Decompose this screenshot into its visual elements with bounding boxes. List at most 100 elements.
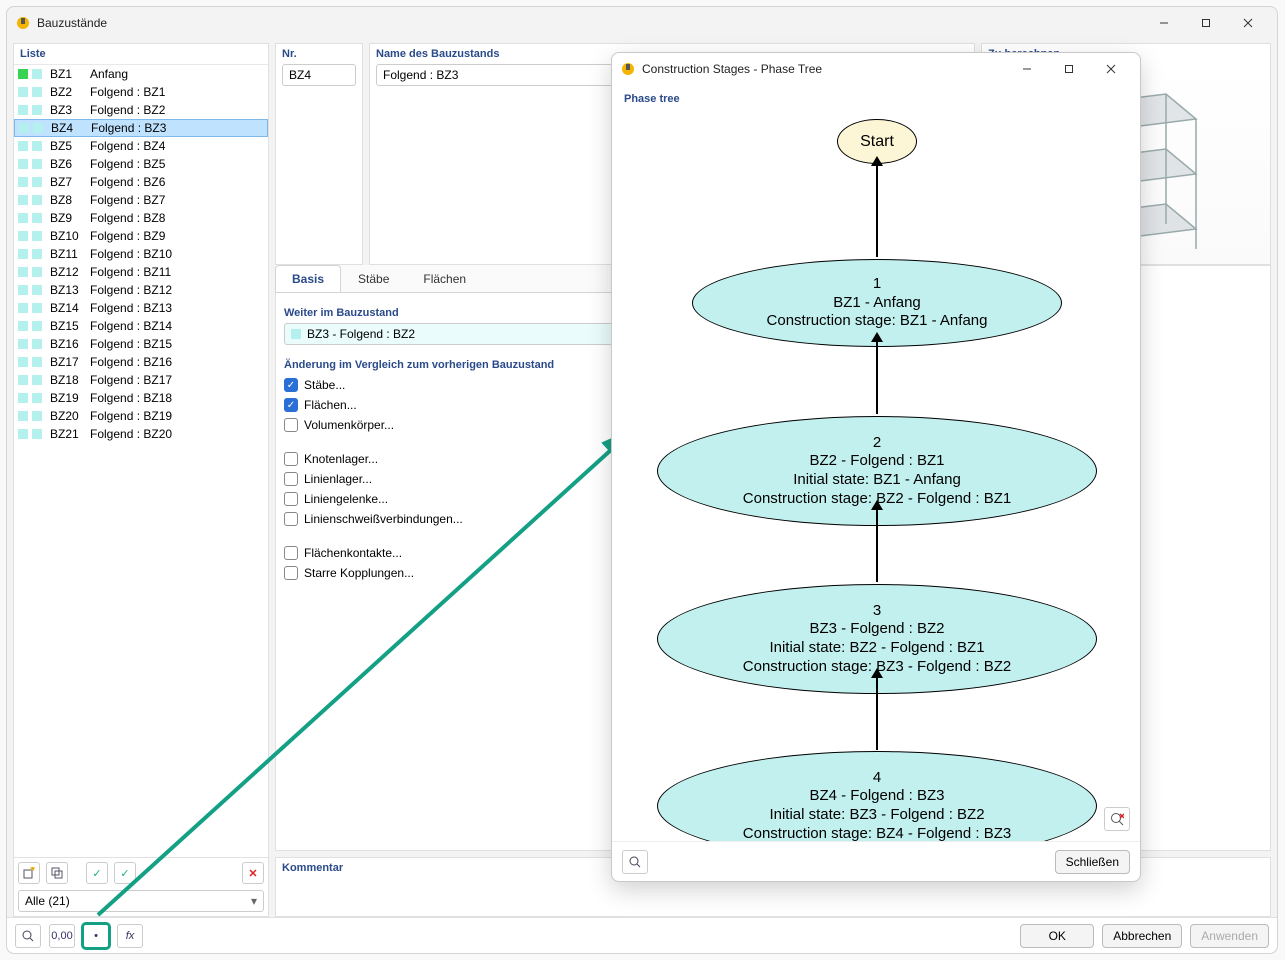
swatch-icon [18,213,28,223]
list-item[interactable]: BZ9Folgend : BZ8 [14,209,268,227]
fx-button[interactable]: fx [117,924,143,948]
list-item[interactable]: BZ5Folgend : BZ4 [14,137,268,155]
decimal-button[interactable]: 0,00 [49,924,75,948]
checkbox[interactable] [284,472,298,486]
checkbox-label: Flächenkontakte... [304,546,402,560]
checkbox[interactable]: ✓ [284,398,298,412]
list-item[interactable]: BZ1 Anfang [14,65,268,83]
zoom-reset-button[interactable] [1104,807,1130,831]
list-item-id: BZ10 [50,229,86,243]
list-item[interactable]: BZ18Folgend : BZ17 [14,371,268,389]
checkbox[interactable] [284,418,298,432]
swatch-icon [32,303,42,313]
list-item[interactable]: BZ21Folgend : BZ20 [14,425,268,443]
dialog-close-button[interactable] [1090,55,1132,83]
list-item-id: BZ4 [51,121,87,135]
close-button[interactable] [1227,9,1269,37]
swatch-icon [32,375,42,385]
maximize-button[interactable] [1185,9,1227,37]
magnifier-x-icon [1110,812,1124,826]
minimize-button[interactable] [1143,9,1185,37]
checkbox[interactable] [284,452,298,466]
copy-item-button[interactable] [46,862,68,884]
app-icon [620,61,636,77]
swatch-icon [18,267,28,277]
list-item[interactable]: BZ6Folgend : BZ5 [14,155,268,173]
checkbox[interactable]: ✓ [284,378,298,392]
dialog-maximize-button[interactable] [1048,55,1090,83]
list-item[interactable]: BZ3Folgend : BZ2 [14,101,268,119]
new-item-button[interactable]: ★ [18,862,40,884]
list-item[interactable]: BZ12Folgend : BZ11 [14,263,268,281]
swatch-icon [18,303,28,313]
list-item[interactable]: BZ2Folgend : BZ1 [14,83,268,101]
list-item-label: Anfang [90,67,128,81]
main-title: Bauzustände [37,16,107,30]
list-filter-select[interactable]: Alle (21) ▾ [18,890,264,912]
list-item[interactable]: BZ17Folgend : BZ16 [14,353,268,371]
phase-tree-button[interactable]: • [83,924,109,948]
dialog-minimize-button[interactable] [1006,55,1048,83]
phase-arrow [876,341,878,414]
cancel-button[interactable]: Abbrechen [1102,924,1182,948]
list-item-label: Folgend : BZ14 [90,319,172,333]
bottom-bar: 0,00 • fx OK Abbrechen Anwenden [7,917,1277,953]
dialog-close-btn[interactable]: Schließen [1055,850,1130,874]
tab-flaechen[interactable]: Flächen [406,265,483,292]
checkbox-label: Starre Kopplungen... [304,566,414,580]
search-button[interactable] [15,924,41,948]
list-item-id: BZ8 [50,193,86,207]
list-item[interactable]: BZ13Folgend : BZ12 [14,281,268,299]
swatch-icon [18,87,28,97]
list-item[interactable]: BZ10Folgend : BZ9 [14,227,268,245]
delete-item-button[interactable]: ✕ [242,862,264,884]
list-item-id: BZ1 [50,67,86,81]
list-item-id: BZ16 [50,337,86,351]
list-item-id: BZ20 [50,409,86,423]
checkbox[interactable] [284,512,298,526]
list-item[interactable]: BZ4 Folgend : BZ3 [14,119,268,137]
checkbox[interactable] [284,492,298,506]
swatch-icon [18,357,28,367]
swatch-icon [18,231,28,241]
list-item-id: BZ21 [50,427,86,441]
list-item[interactable]: BZ11Folgend : BZ10 [14,245,268,263]
check-mode-a-button[interactable]: ✓ [86,862,108,884]
list-item-id: BZ19 [50,391,86,405]
phase-tree-canvas: Start1BZ1 - AnfangConstruction stage: BZ… [622,111,1132,841]
list-item[interactable]: BZ15Folgend : BZ14 [14,317,268,335]
dialog-subtitle: Phase tree [624,93,1132,105]
list-item[interactable]: BZ7Folgend : BZ6 [14,173,268,191]
phase-node: 4BZ4 - Folgend : BZ3Initial state: BZ3 -… [657,751,1097,841]
checkbox[interactable] [284,566,298,580]
app-icon [15,15,31,31]
dialog-search-button[interactable] [622,850,648,874]
list-item[interactable]: BZ19Folgend : BZ18 [14,389,268,407]
bz-list[interactable]: BZ1 Anfang BZ2Folgend : BZ1BZ3Folgend : BZ… [14,65,268,857]
swatch-icon [19,123,29,133]
list-item[interactable]: BZ20Folgend : BZ19 [14,407,268,425]
check-mode-b-button[interactable]: ✓ [114,862,136,884]
list-item-label: Folgend : BZ3 [91,121,166,135]
swatch-icon [32,357,42,367]
ok-button[interactable]: OK [1020,924,1094,948]
apply-button[interactable]: Anwenden [1190,924,1269,948]
tab-basis[interactable]: Basis [275,265,341,292]
search-icon [22,930,34,942]
swatch-icon [32,177,42,187]
swatch-icon [32,105,42,115]
list-item-label: Folgend : BZ6 [90,175,165,189]
tab-staebe[interactable]: Stäbe [341,265,406,292]
checkbox[interactable] [284,546,298,560]
nr-input[interactable]: BZ4 [282,64,356,86]
list-item[interactable]: BZ14Folgend : BZ13 [14,299,268,317]
list-item[interactable]: BZ8Folgend : BZ7 [14,191,268,209]
list-item[interactable]: BZ16 Folgend : BZ15 [14,335,268,353]
checkbox-label: Flächen... [304,398,357,412]
list-item-label: Folgend : BZ15 [90,337,172,351]
list-toolbar: ★ ✓ ✓ ✕ [14,857,268,888]
list-item-id: BZ14 [50,301,86,315]
list-item-id: BZ13 [50,283,86,297]
chevron-down-icon: ▾ [251,894,257,908]
checkbox-label: Linienlager... [304,472,372,486]
